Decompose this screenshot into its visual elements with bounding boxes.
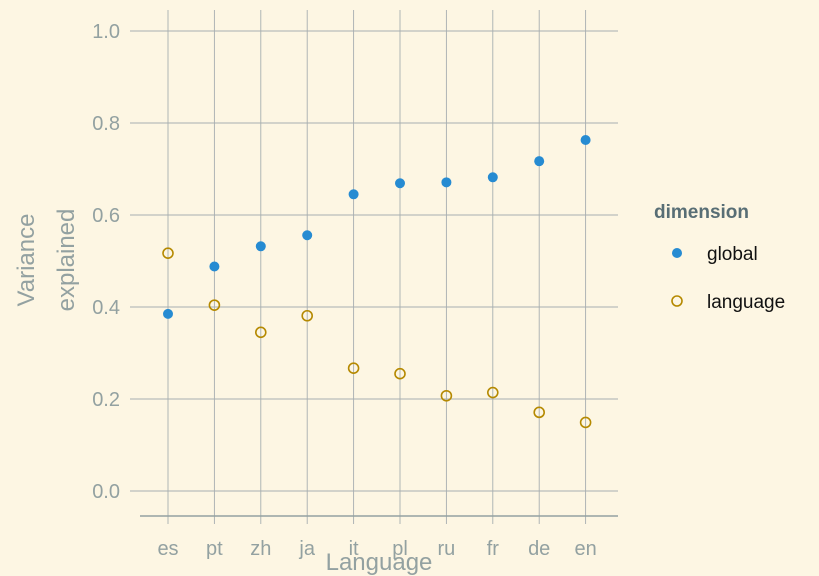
x-tick-label: de	[528, 538, 550, 560]
x-tick-label: en	[574, 538, 596, 560]
y-tick-label: 0.2	[92, 389, 120, 411]
legend-key-language	[671, 295, 683, 307]
point-global	[534, 156, 545, 167]
point-language	[440, 389, 453, 402]
x-tick-label: it	[349, 538, 359, 560]
legend: dimension global language	[654, 202, 785, 313]
point-global	[487, 172, 498, 183]
x-tick-label: pt	[206, 538, 223, 560]
point-language	[162, 247, 174, 259]
point-language	[533, 406, 546, 419]
grid-vertical	[167, 10, 587, 524]
point-global	[163, 308, 173, 319]
legend-key-global	[672, 248, 682, 258]
point-language	[301, 309, 314, 322]
y-axis-title-line-1: Variance	[13, 214, 40, 307]
y-tick-label: 0.4	[92, 297, 120, 319]
point-language	[579, 416, 592, 429]
x-tick-label: es	[157, 538, 178, 560]
y-tick-labels: 0.0 0.2 0.4 0.6 0.8 1.0	[92, 21, 120, 503]
legend-label-language: language	[707, 292, 785, 313]
y-tick-label: 0.6	[92, 205, 120, 227]
point-language	[394, 367, 406, 380]
grid-horizontal	[130, 30, 618, 492]
point-global	[348, 189, 359, 200]
point-language	[254, 326, 267, 339]
x-tick-label: fr	[487, 538, 500, 560]
point-global	[302, 230, 313, 241]
point-global	[395, 178, 405, 189]
legend-title: dimension	[654, 202, 749, 223]
y-tick-label: 0.8	[92, 113, 120, 135]
x-tick-label: ru	[438, 538, 456, 560]
point-language	[486, 386, 499, 399]
y-tick-label: 0.0	[92, 481, 120, 503]
x-axis-title: Language	[326, 549, 433, 576]
point-global	[209, 261, 220, 272]
x-tick-label: ja	[298, 538, 315, 560]
legend-label-global: global	[707, 244, 758, 265]
x-tick-labels: es pt zh ja it pl ru fr de en	[157, 538, 596, 560]
x-tick-label: zh	[250, 538, 271, 560]
point-language	[208, 299, 221, 311]
y-axis-title-line-2: explained	[53, 209, 80, 312]
point-global	[441, 177, 452, 188]
point-global	[580, 135, 591, 146]
point-language	[347, 362, 360, 374]
data-points	[162, 135, 592, 429]
y-tick-label: 1.0	[92, 21, 120, 43]
point-global	[255, 241, 266, 252]
x-tick-label: pl	[392, 538, 408, 560]
